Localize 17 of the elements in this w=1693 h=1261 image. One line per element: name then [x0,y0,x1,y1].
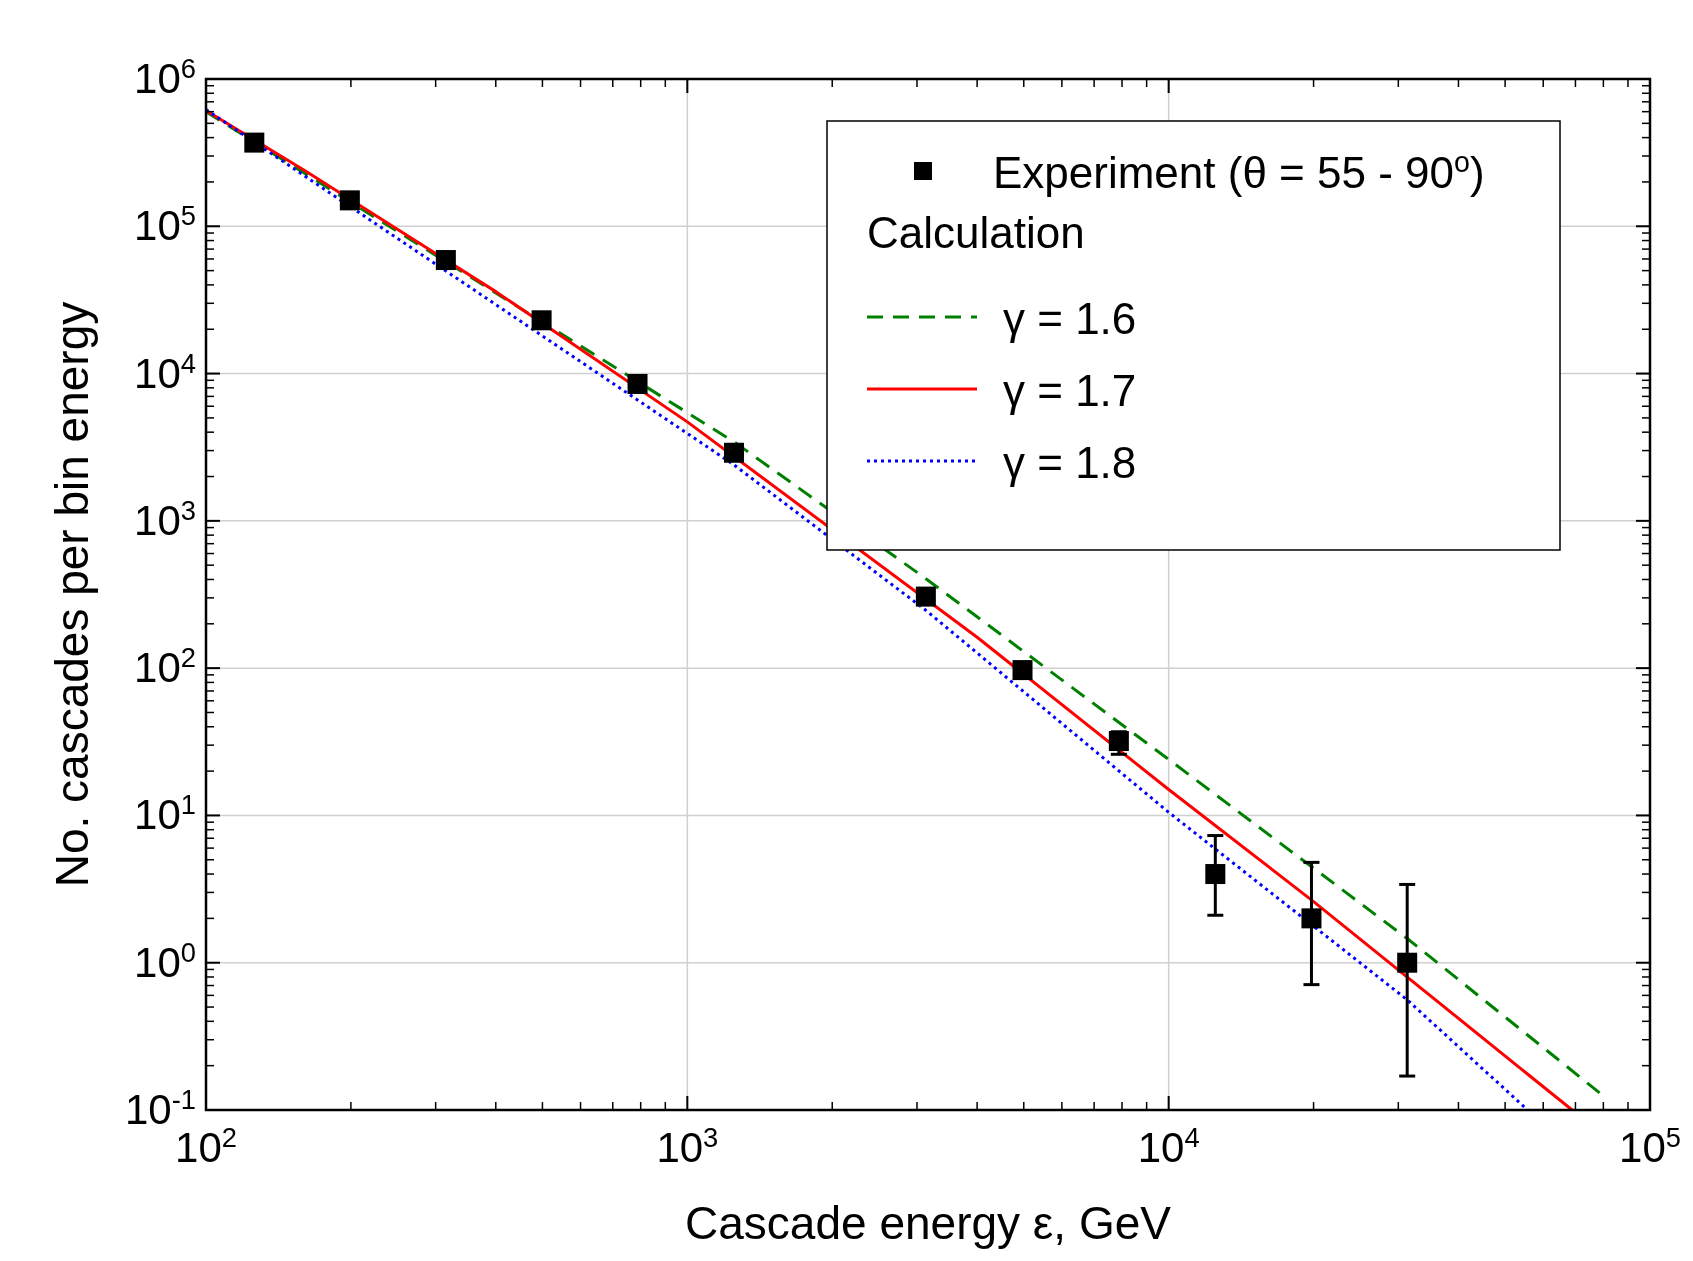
y-axis-title: No. cascades per bin energy [46,301,98,888]
y-tick-label: 10$^{6}$ [134,52,196,102]
y-tick-label: 10$^{2}$ [134,641,196,692]
y-tick-label: 10$^{3}$ [134,494,196,544]
y-tick-label: 10$^{4}$ [134,347,196,397]
x-tick-label: 10$^{4}$ [1137,1121,1200,1171]
x-tick-label: 10$^{5}$ [1619,1121,1681,1171]
legend-title: Calculation [867,208,1085,257]
legend-label: γ = 1.8 [1003,438,1137,487]
x-tick-label: 10$^{3}$ [656,1121,719,1171]
x-axis-title: Cascade energy ε, GeV [685,1197,1172,1249]
y-tick-label: 10$^{5}$ [134,199,196,250]
legend-label: Experiment (θ = 55 - 90$^{o}$) [993,146,1485,197]
y-tick-label: 10$^{0}$ [134,936,196,986]
y-tick-label: 10$^{1}$ [134,788,196,839]
legend-label: γ = 1.6 [1003,294,1137,343]
legend-label: γ = 1.7 [1003,366,1137,415]
